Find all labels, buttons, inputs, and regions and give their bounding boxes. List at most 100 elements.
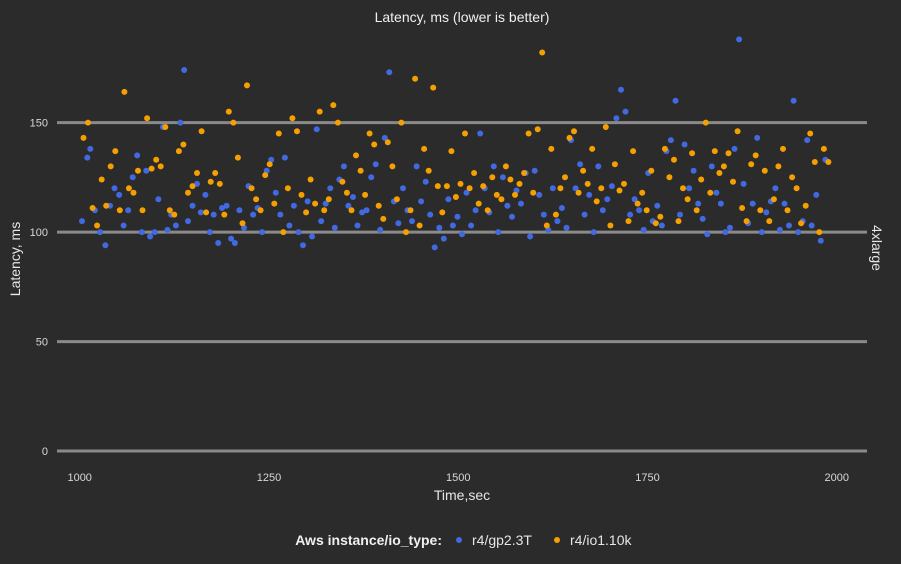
data-point <box>350 194 356 200</box>
data-point <box>825 159 832 165</box>
data-point <box>303 209 310 216</box>
data-point <box>604 196 611 203</box>
data-point <box>727 224 733 231</box>
data-point <box>575 189 582 196</box>
data-point <box>97 229 104 236</box>
data-point <box>400 185 406 192</box>
data-point <box>312 200 319 207</box>
data-point <box>421 145 428 152</box>
data-point <box>581 211 588 218</box>
data-point <box>472 207 479 214</box>
data-point <box>363 207 370 214</box>
data-point <box>518 200 524 207</box>
data-point <box>386 69 393 76</box>
data-point <box>316 108 323 115</box>
data-point <box>658 222 665 229</box>
x-tick-label: 1250 <box>257 472 281 484</box>
data-point <box>230 119 237 126</box>
data-point <box>221 211 228 218</box>
data-point <box>459 231 465 238</box>
data-point <box>321 207 328 214</box>
data-point <box>780 145 786 152</box>
data-point <box>689 150 696 157</box>
data-point <box>185 218 191 225</box>
data-point <box>502 163 509 170</box>
data-point <box>484 207 491 214</box>
data-point <box>495 229 502 236</box>
data-point <box>590 229 597 236</box>
data-point <box>631 196 638 203</box>
data-point <box>490 163 497 170</box>
data-point <box>468 222 475 229</box>
data-point <box>309 233 316 240</box>
data-point <box>716 170 723 176</box>
data-point <box>210 211 217 218</box>
data-point <box>389 163 396 170</box>
data-point <box>462 130 468 137</box>
data-point <box>407 207 414 214</box>
data-point <box>194 170 200 176</box>
data-point <box>125 185 132 192</box>
legend-title: Aws instance/io_type: <box>295 532 442 548</box>
data-point <box>189 202 196 209</box>
data-point <box>734 128 741 135</box>
data-point <box>153 156 160 163</box>
data-point <box>725 150 732 157</box>
y-tick-label: 150 <box>30 118 48 130</box>
data-point <box>804 137 811 144</box>
data-point <box>675 218 682 225</box>
data-point <box>536 191 543 198</box>
data-point <box>80 134 87 141</box>
data-point <box>808 222 815 229</box>
data-point <box>757 207 764 214</box>
x-axis-title: Time,sec <box>434 487 490 503</box>
data-point <box>359 209 366 216</box>
data-point <box>440 235 447 242</box>
data-point <box>690 167 697 174</box>
data-point <box>116 191 123 198</box>
data-point <box>102 242 109 249</box>
x-tick-label: 1750 <box>635 472 659 484</box>
y-tick-label: 50 <box>36 337 48 349</box>
data-point <box>516 180 523 187</box>
data-point <box>548 145 555 152</box>
data-point <box>562 174 568 181</box>
data-point <box>634 200 641 207</box>
data-point <box>343 189 350 196</box>
data-point <box>94 222 101 229</box>
data-point <box>686 185 693 192</box>
x-tick-labels: 1000 1250 1500 1750 2000 <box>67 472 848 484</box>
data-point <box>775 163 782 170</box>
data-point <box>717 200 724 207</box>
data-point <box>630 148 637 155</box>
data-point <box>206 229 213 236</box>
data-point <box>155 196 162 203</box>
data-point <box>125 207 132 214</box>
data-point <box>194 180 200 187</box>
data-point <box>216 180 223 187</box>
data-point <box>300 242 306 249</box>
data-point <box>448 148 455 155</box>
data-point <box>244 82 250 89</box>
data-point <box>357 167 364 174</box>
data-point <box>463 189 470 196</box>
data-point <box>772 185 779 192</box>
data-point <box>422 178 429 185</box>
data-point <box>130 189 137 196</box>
data-point <box>625 218 632 225</box>
data-point <box>203 209 210 216</box>
data-point <box>239 220 246 227</box>
data-point <box>671 156 677 163</box>
data-point <box>234 154 241 161</box>
data-point <box>784 207 791 214</box>
data-point <box>144 115 151 122</box>
legend-swatch-io1 <box>554 537 560 543</box>
data-point <box>427 211 434 218</box>
data-point <box>636 207 643 214</box>
data-point <box>618 86 624 93</box>
data-point <box>758 229 765 236</box>
data-point <box>353 152 359 159</box>
data-point <box>766 218 773 225</box>
data-point <box>572 185 579 192</box>
